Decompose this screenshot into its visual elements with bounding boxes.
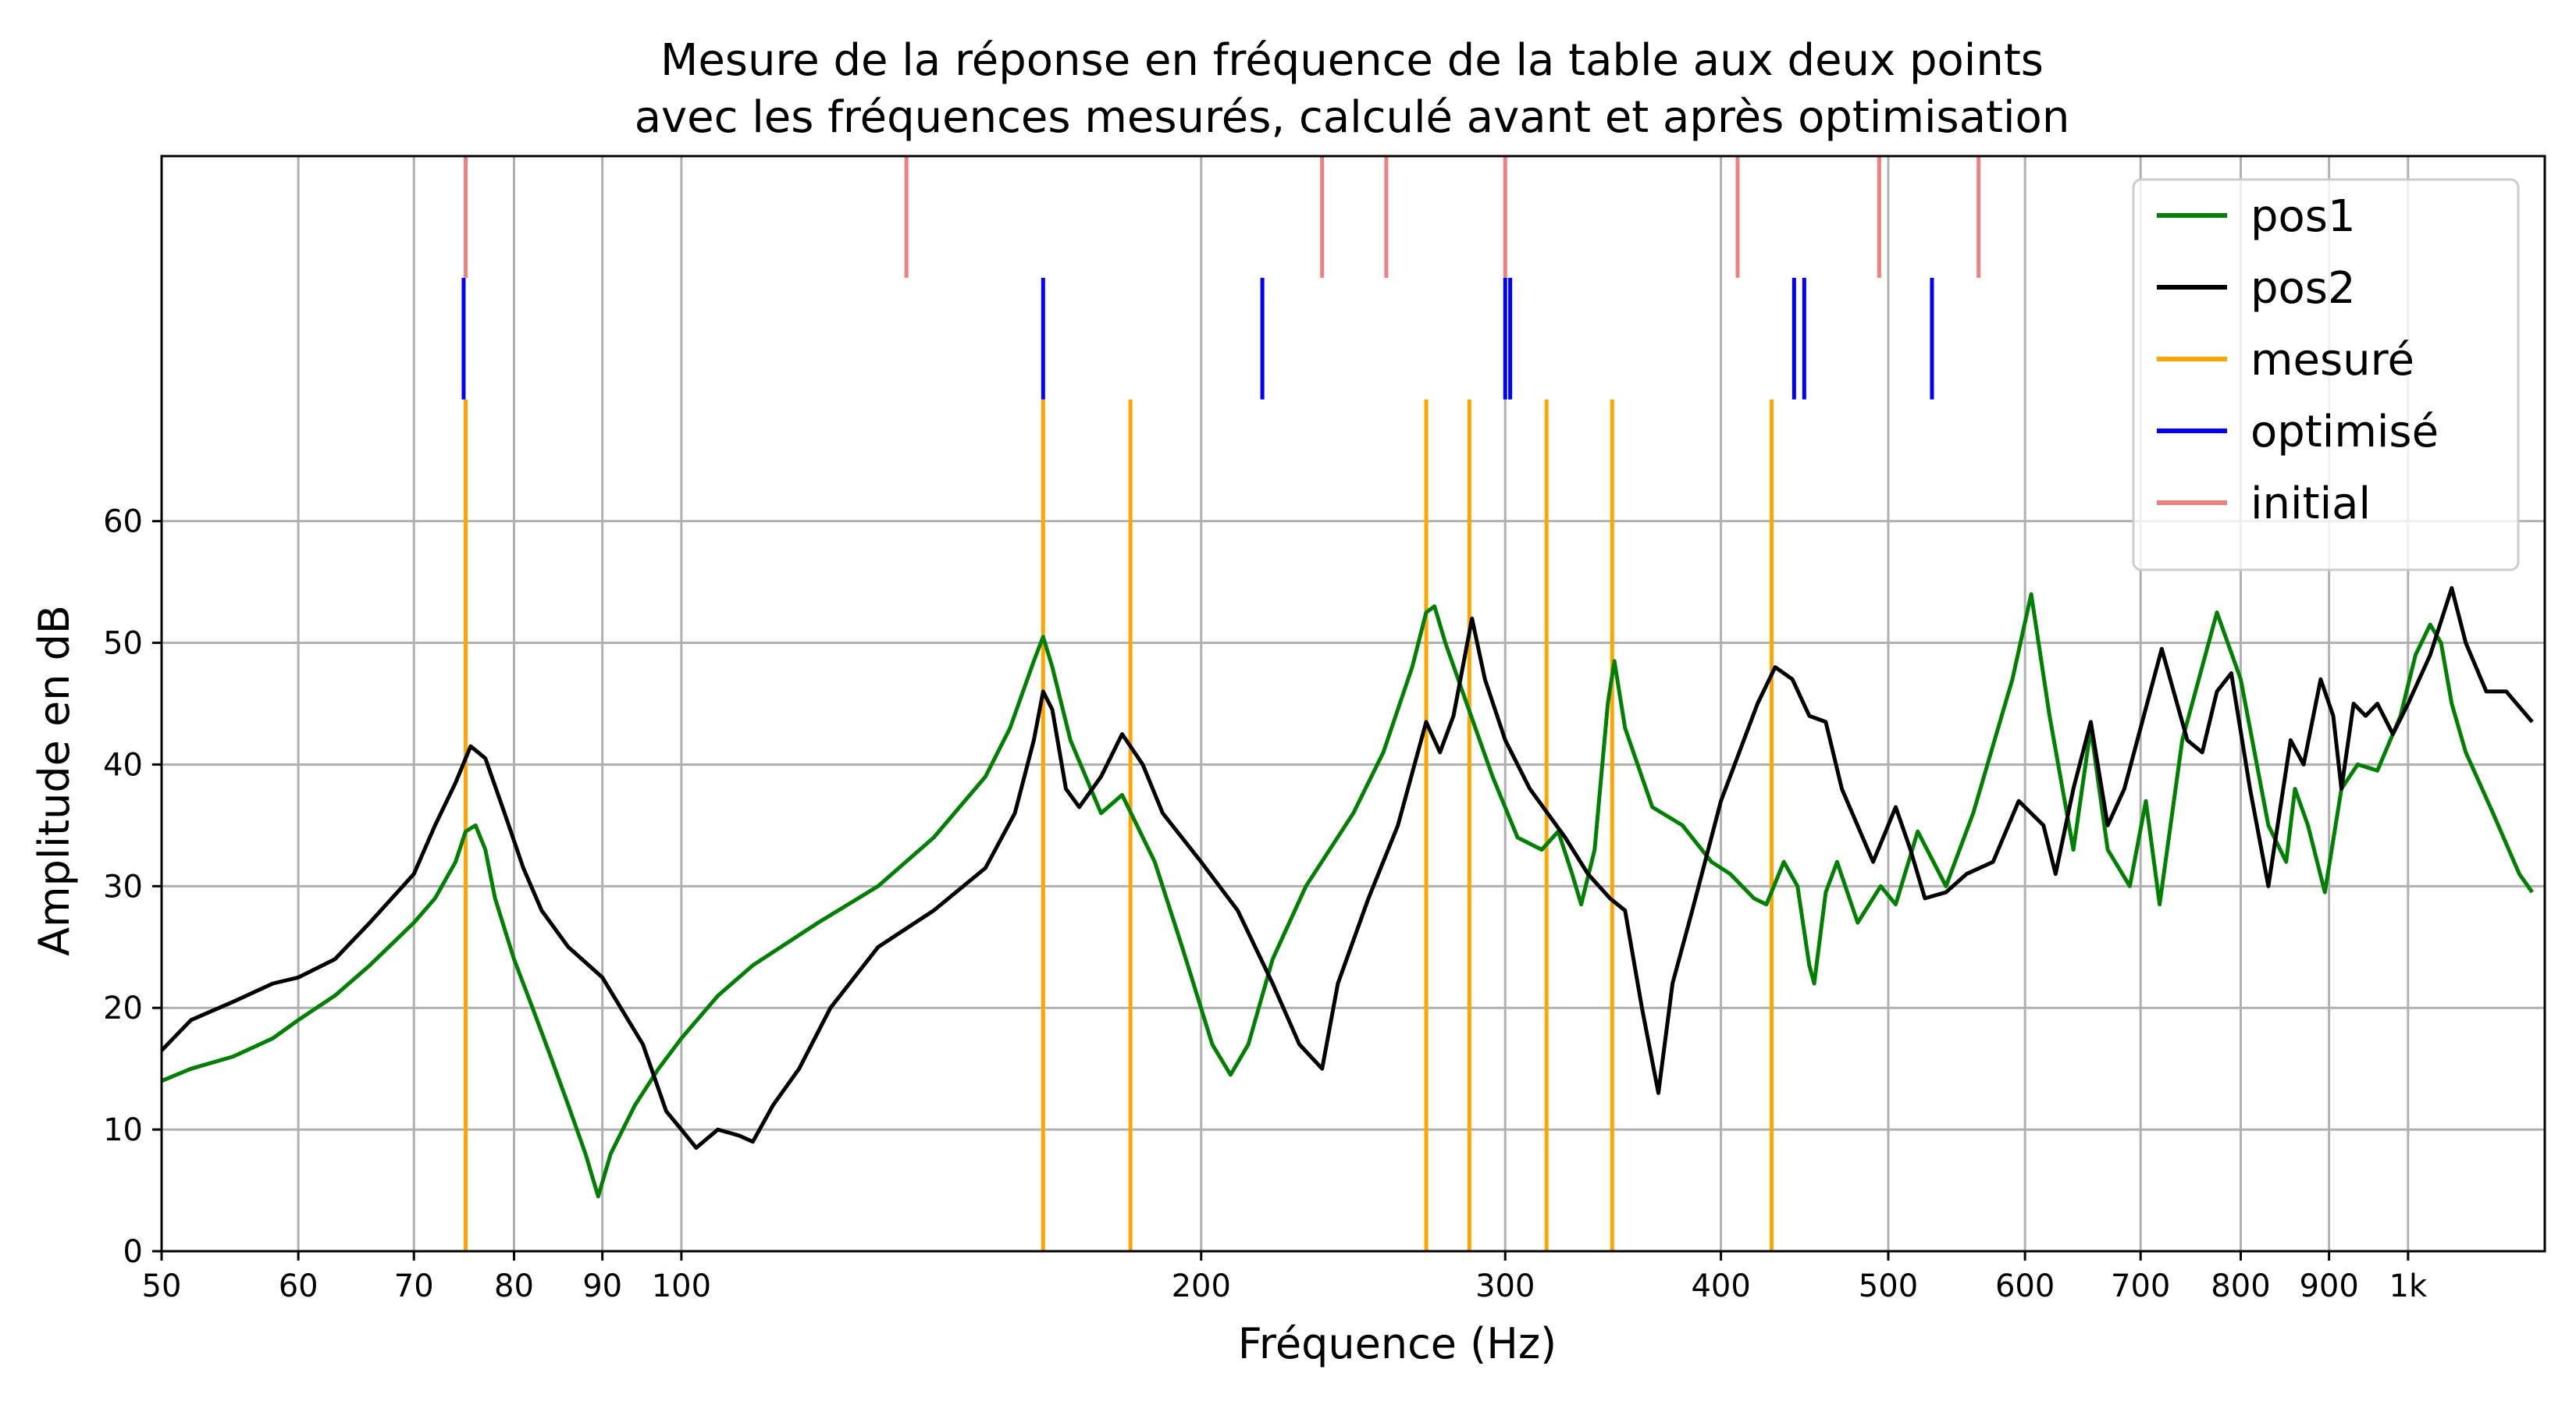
y-tick-label: 40 <box>103 747 143 783</box>
x-tick-label: 200 <box>1172 1268 1231 1304</box>
x-tick-label: 900 <box>2299 1268 2358 1304</box>
series-line-pos1 <box>161 592 2534 1199</box>
series-line-pos2 <box>160 585 2534 1150</box>
y-axis-label: Amplitude en dB <box>30 605 79 956</box>
plot-frame <box>160 155 2546 1253</box>
markers-initial <box>464 156 1981 278</box>
x-tick-label: 700 <box>2111 1268 2170 1304</box>
markers-mesuré <box>464 399 1774 1251</box>
legend: pos1 pos2 mesuré optimisé initial <box>2132 178 2520 571</box>
legend-label: pos1 <box>2250 191 2356 242</box>
legend-label: mesuré <box>2250 335 2414 386</box>
legend-label: optimisé <box>2250 407 2439 457</box>
chart-title-line-1: Mesure de la réponse en fréquence de la … <box>660 35 2044 86</box>
x-tick-label: 800 <box>2211 1268 2270 1304</box>
chart-title-line-2: avec les fréquences mesurés, calculé ava… <box>635 92 2070 143</box>
x-tick-label: 600 <box>1995 1268 2055 1304</box>
x-tick-label: 70 <box>394 1268 434 1304</box>
x-tick-label: 500 <box>1859 1268 1918 1304</box>
x-tick-label: 400 <box>1691 1268 1750 1304</box>
legend-label: initial <box>2250 478 2371 529</box>
markers-optimisé <box>461 277 1934 400</box>
y-tick-label: 50 <box>103 626 143 662</box>
y-tick-label: 60 <box>103 504 143 540</box>
y-tick-label: 30 <box>103 869 143 905</box>
legend-box <box>2132 178 2520 571</box>
y-axis-ticks: 0 10 20 30 40 50 60 <box>103 504 162 1270</box>
series-lines <box>160 585 2534 1199</box>
x-tick-label: 80 <box>494 1268 534 1304</box>
x-tick-label: 90 <box>582 1268 622 1304</box>
x-tick-label: 300 <box>1475 1268 1535 1304</box>
frequency-markers <box>461 156 1981 1251</box>
x-axis-ticks: 50 60 70 80 90 100 200 300 400 500 600 700 800 900 1k <box>142 1251 2428 1304</box>
y-tick-label: 20 <box>103 991 143 1026</box>
y-tick-label: 10 <box>103 1112 143 1148</box>
x-tick-label: 60 <box>279 1268 318 1304</box>
legend-label: pos2 <box>2250 263 2356 314</box>
x-tick-label: 1k <box>2389 1268 2428 1304</box>
x-tick-label: 50 <box>142 1268 182 1304</box>
x-axis-label: Fréquence (Hz) <box>1238 1319 1557 1368</box>
y-tick-label: 0 <box>123 1234 143 1270</box>
x-tick-label: 100 <box>652 1268 711 1304</box>
